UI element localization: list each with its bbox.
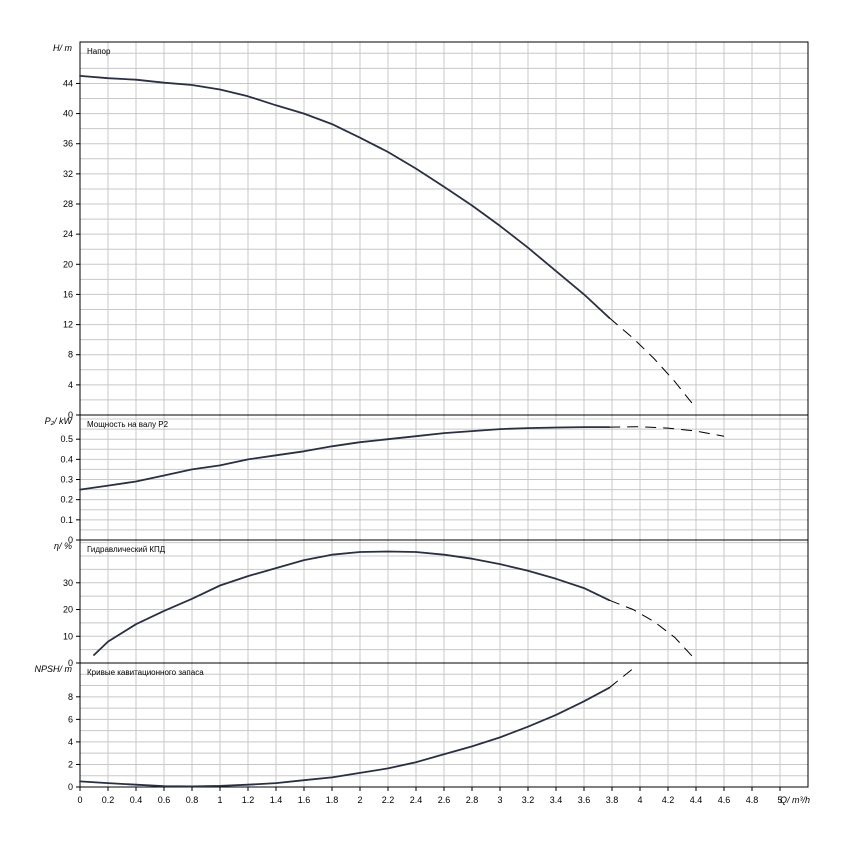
x-tick-label: 5 [777, 795, 782, 805]
x-tick-label: 4.8 [746, 795, 759, 805]
y-tick-label: 20 [63, 605, 73, 615]
y-axis-label: P₂/ kW [45, 416, 74, 426]
x-tick-label: 2.2 [382, 795, 395, 805]
panel-title: Мощность на валу P2 [87, 420, 169, 429]
x-tick-label: 2 [357, 795, 362, 805]
x-tick-label: 0 [77, 795, 82, 805]
x-tick-label: 1.2 [242, 795, 255, 805]
y-tick-label: 12 [63, 320, 73, 330]
x-tick-label: 3.4 [550, 795, 563, 805]
y-tick-label: 20 [63, 259, 73, 269]
panel-H: 0 4 8 12 16 20 24 28 32 36 40 44 H/ m Напор [53, 41, 809, 420]
H-curve-extrapolated [608, 317, 697, 409]
x-tick-label: 2.4 [410, 795, 423, 805]
y-tick-label: 36 [63, 139, 73, 149]
y-tick-label: 0.4 [60, 454, 73, 464]
y-tick-label: 0.3 [60, 475, 73, 485]
H-curve [79, 75, 611, 319]
panel-eta: 0 10 20 30 η/ % Гидравлический КПД [54, 539, 809, 668]
y-tick-label: 28 [63, 199, 73, 209]
x-axis-label: Q/ m³/h [780, 795, 810, 805]
x-tick-label: 4 [637, 795, 642, 805]
y-tick-label: 30 [63, 578, 73, 588]
y-tick-label: 8 [68, 692, 73, 702]
y-tick-label: 0 [68, 535, 73, 545]
x-tick-label: 3.2 [522, 795, 535, 805]
y-tick-label: 0 [68, 410, 73, 420]
panel-title: Кривые кавитационного запаса [87, 668, 204, 677]
P2-curve-extrapolated [609, 426, 725, 437]
y-tick-label: 4 [68, 737, 73, 747]
y-tick-label: 4 [68, 380, 73, 390]
y-tick-label: 6 [68, 714, 73, 724]
P2-curve [79, 426, 611, 491]
panel-NPSH: 0 2 4 6 8 NPSH/ m Кривые кавитационного запаса [34, 662, 809, 792]
x-tick-label: 1.4 [270, 795, 283, 805]
y-tick-label: 16 [63, 289, 73, 299]
x-tick-label: 3 [497, 795, 502, 805]
y-axis-label: NPSH/ m [34, 664, 72, 674]
y-tick-label: 0.1 [60, 515, 73, 525]
x-tick-label: 3.8 [606, 795, 619, 805]
panel-P2: 0 0.1 0.2 0.3 0.4 0.5 P₂/ kW Мощность на валу P… [45, 414, 809, 545]
x-tick-label: 0.6 [158, 795, 171, 805]
x-tick-label: 1.6 [298, 795, 311, 805]
y-tick-label: 24 [63, 229, 73, 239]
x-tick-label: 2.8 [466, 795, 479, 805]
y-tick-label: 0.2 [60, 495, 73, 505]
y-tick-label: 2 [68, 759, 73, 769]
x-tick-label: 1 [217, 795, 222, 805]
panel-title: Гидравлический КПД [87, 545, 166, 554]
x-tick-label: 4.6 [718, 795, 731, 805]
x-tick-label: 0.8 [186, 795, 199, 805]
y-tick-label: 8 [68, 350, 73, 360]
y-tick-label: 0 [68, 782, 73, 792]
x-axis: 0 0.2 0.4 0.6 0.8 1 1.2 1.4 1.6 1.8 2 2.2 2.4 2.6 2.8 3… [77, 787, 810, 805]
eta-curve [93, 550, 611, 656]
panel-title: Напор [87, 47, 111, 56]
x-tick-label: 0.2 [102, 795, 115, 805]
y-tick-label: 40 [63, 109, 73, 119]
y-tick-label: 44 [63, 78, 73, 88]
y-tick-label: 0 [68, 658, 73, 668]
x-tick-label: 3.6 [578, 795, 591, 805]
y-tick-label: 0.5 [60, 434, 73, 444]
x-tick-label: 4.4 [690, 795, 703, 805]
x-tick-label: 1.8 [326, 795, 339, 805]
y-tick-label: 10 [63, 631, 73, 641]
x-tick-label: 0.4 [130, 795, 143, 805]
y-tick-label: 32 [63, 169, 73, 179]
x-tick-label: 4.2 [662, 795, 675, 805]
y-axis-label: H/ m [53, 43, 73, 53]
NPSH-curve-extrapolated [608, 668, 634, 689]
x-tick-label: 2.6 [438, 795, 451, 805]
y-axis-label: η/ % [54, 541, 72, 551]
NPSH-curve [79, 686, 611, 788]
